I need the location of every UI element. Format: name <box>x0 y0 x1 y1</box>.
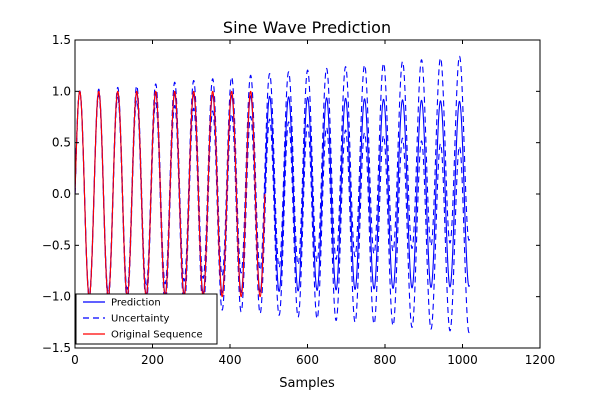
legend: Prediction Uncertainty Original Sequence <box>75 293 218 345</box>
y-tick-label: −1.5 <box>42 341 71 355</box>
series-layer <box>75 55 471 334</box>
x-axis-label: Samples <box>279 376 335 391</box>
series-uncertainty-upper <box>75 55 471 296</box>
legend-label-original-sequence: Original Sequence <box>111 330 203 341</box>
chart-title: Sine Wave Prediction <box>223 18 391 37</box>
y-tick-label: −0.5 <box>42 238 71 252</box>
x-tick-label: 0 <box>71 353 79 367</box>
y-axis: −1.5 −1.0 −0.5 0.0 0.5 1.0 1.5 <box>42 33 540 355</box>
series-original-sequence <box>75 90 266 298</box>
x-tick-label: 400 <box>219 353 242 367</box>
y-tick-label: 0.5 <box>52 136 71 150</box>
y-tick-label: 0.0 <box>52 187 71 201</box>
y-tick-label: −1.0 <box>42 290 71 304</box>
x-tick-label: 600 <box>296 353 319 367</box>
x-axis: 0 200 400 600 800 1000 1200 <box>71 40 555 367</box>
x-tick-label: 800 <box>374 353 397 367</box>
x-tick-label: 200 <box>141 353 164 367</box>
y-tick-label: 1.0 <box>52 84 71 98</box>
y-tick-label: 1.5 <box>52 33 71 47</box>
x-tick-label: 1200 <box>525 353 556 367</box>
legend-label-prediction: Prediction <box>111 298 161 309</box>
legend-label-uncertainty: Uncertainty <box>111 314 170 325</box>
x-tick-label: 1000 <box>447 353 478 367</box>
